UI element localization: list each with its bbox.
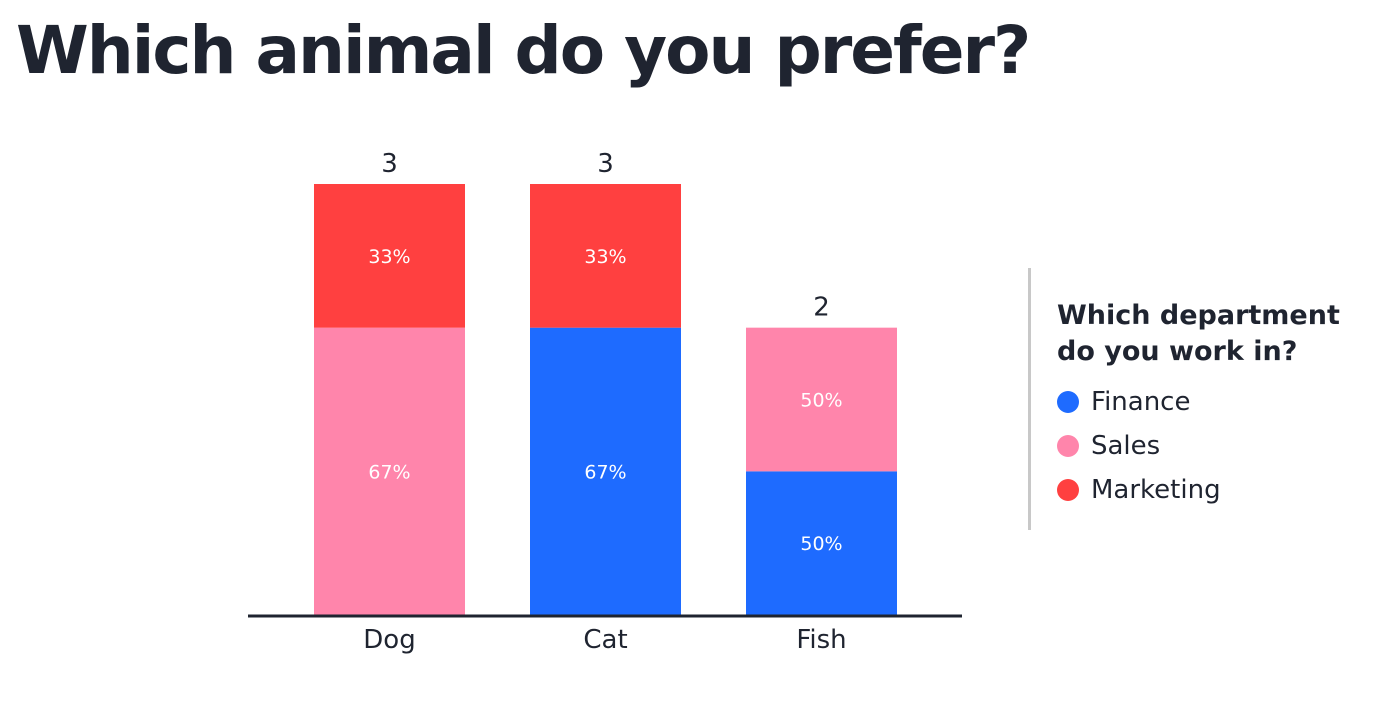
- data-label-cat-finance: 67%: [584, 461, 626, 483]
- legend-item-finance: Finance: [1057, 380, 1347, 424]
- tick-label-cat: Cat: [583, 625, 627, 655]
- bar-segment-dog-sales: [314, 327, 465, 615]
- data-label-fish-finance: 50%: [800, 533, 842, 555]
- tick-label-fish: Fish: [796, 625, 846, 655]
- total-label-dog: 3: [381, 149, 398, 179]
- legend-items: Finance Sales Marketing: [1057, 380, 1347, 512]
- stacked-bar-chart: 67% 33% 3 Dog 67% 33% 3 Cat 50% 50% 2 Fish: [248, 149, 962, 655]
- legend-divider: [1028, 268, 1031, 530]
- legend-item-marketing: Marketing: [1057, 468, 1347, 512]
- bar-segment-cat-marketing: [530, 184, 681, 328]
- legend-label-finance: Finance: [1091, 387, 1191, 417]
- legend-swatch-finance: [1057, 391, 1079, 413]
- total-label-fish: 2: [813, 293, 830, 323]
- data-label-cat-marketing: 33%: [584, 246, 626, 268]
- legend-title: Which department do you work in?: [1057, 300, 1340, 367]
- page-title: Which animal do you prefer?: [16, 12, 1031, 89]
- bar-segment-dog-marketing: [314, 184, 465, 328]
- legend-swatch-sales: [1057, 435, 1079, 457]
- legend-label-sales: Sales: [1091, 431, 1161, 461]
- legend: Which department do you work in? Finance…: [1057, 298, 1347, 512]
- tick-label-dog: Dog: [363, 625, 415, 655]
- bar-segment-fish-finance: [746, 471, 897, 615]
- bar-segment-fish-sales: [746, 327, 897, 472]
- legend-swatch-marketing: [1057, 479, 1079, 501]
- data-label-dog-marketing: 33%: [368, 246, 410, 268]
- data-label-fish-sales: 50%: [800, 390, 842, 412]
- legend-item-sales: Sales: [1057, 424, 1347, 468]
- total-label-cat: 3: [597, 149, 614, 179]
- data-label-dog-sales: 67%: [368, 461, 410, 483]
- bar-segment-cat-finance: [530, 327, 681, 615]
- legend-label-marketing: Marketing: [1091, 475, 1221, 505]
